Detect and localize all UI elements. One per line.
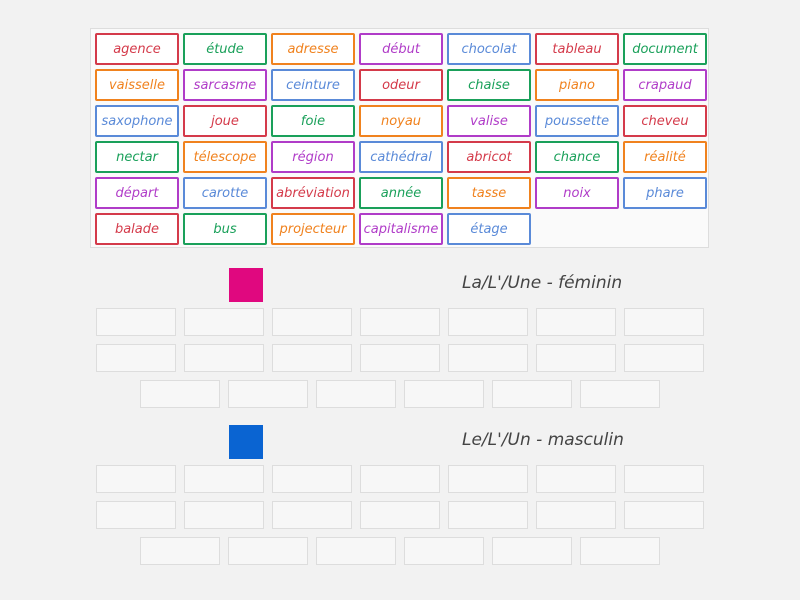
drop-slot[interactable] — [360, 501, 440, 529]
word-tile[interactable]: bus — [183, 213, 267, 245]
drop-slot[interactable] — [184, 344, 264, 372]
word-tile[interactable]: document — [623, 33, 707, 65]
drop-slot[interactable] — [448, 344, 528, 372]
word-tile[interactable]: chance — [535, 141, 619, 173]
word-tile[interactable]: balade — [95, 213, 179, 245]
drop-slot[interactable] — [448, 308, 528, 336]
word-tile[interactable]: départ — [95, 177, 179, 209]
drop-slot[interactable] — [96, 465, 176, 493]
drop-slot[interactable] — [360, 308, 440, 336]
drop-slot[interactable] — [96, 344, 176, 372]
word-tile[interactable]: télescope — [183, 141, 267, 173]
word-tile[interactable]: piano — [535, 69, 619, 101]
group-title: Le/L'/Un - masculin — [462, 430, 624, 450]
word-tile[interactable]: odeur — [359, 69, 443, 101]
word-tile[interactable]: cheveu — [623, 105, 707, 137]
word-tile[interactable]: tableau — [535, 33, 619, 65]
drop-slot[interactable] — [184, 308, 264, 336]
group-title: La/L'/Une - féminin — [462, 273, 623, 293]
drop-slot[interactable] — [624, 344, 704, 372]
drop-slot[interactable] — [272, 308, 352, 336]
drop-slot[interactable] — [360, 465, 440, 493]
drop-slot[interactable] — [404, 537, 484, 565]
drop-slot[interactable] — [404, 380, 484, 408]
word-tile[interactable]: ceinture — [271, 69, 355, 101]
drop-slot[interactable] — [316, 537, 396, 565]
word-tile[interactable]: valise — [447, 105, 531, 137]
word-tile[interactable]: poussette — [535, 105, 619, 137]
word-tile[interactable]: réalité — [623, 141, 707, 173]
drop-slot[interactable] — [448, 465, 528, 493]
word-board: agence étude adresse début chocolat tableau do… — [90, 28, 709, 248]
drop-slot[interactable] — [536, 501, 616, 529]
word-tile[interactable]: sarcasme — [183, 69, 267, 101]
drop-slot[interactable] — [492, 537, 572, 565]
word-tile[interactable]: adresse — [271, 33, 355, 65]
word-tile[interactable]: saxophone — [95, 105, 179, 137]
drop-slot[interactable] — [184, 501, 264, 529]
word-tile[interactable]: cathédral — [359, 141, 443, 173]
drop-slot[interactable] — [96, 501, 176, 529]
word-tile[interactable]: carotte — [183, 177, 267, 209]
drop-slot[interactable] — [140, 537, 220, 565]
drop-slot[interactable] — [536, 344, 616, 372]
word-tile[interactable]: nectar — [95, 141, 179, 173]
drop-slot[interactable] — [316, 380, 396, 408]
word-tile[interactable]: chaise — [447, 69, 531, 101]
word-tile[interactable]: noyau — [359, 105, 443, 137]
word-tile[interactable]: capitalisme — [359, 213, 443, 245]
word-tile[interactable]: tasse — [447, 177, 531, 209]
word-tile[interactable]: noix — [535, 177, 619, 209]
word-tile[interactable]: année — [359, 177, 443, 209]
group-color — [229, 268, 263, 302]
drop-slot[interactable] — [624, 465, 704, 493]
word-tile[interactable]: joue — [183, 105, 267, 137]
word-tile[interactable]: étude — [183, 33, 267, 65]
drop-slot[interactable] — [580, 380, 660, 408]
drop-slot[interactable] — [228, 537, 308, 565]
word-tile[interactable]: agence — [95, 33, 179, 65]
word-tile[interactable]: foie — [271, 105, 355, 137]
word-tile[interactable]: abréviation — [271, 177, 355, 209]
group-color — [229, 425, 263, 459]
drop-slot[interactable] — [272, 465, 352, 493]
drop-slot[interactable] — [580, 537, 660, 565]
word-tile[interactable]: phare — [623, 177, 707, 209]
word-tile[interactable]: projecteur — [271, 213, 355, 245]
drop-slot[interactable] — [536, 465, 616, 493]
word-tile[interactable]: vaisselle — [95, 69, 179, 101]
drop-slot[interactable] — [184, 465, 264, 493]
word-tile[interactable]: étage — [447, 213, 531, 245]
word-tile[interactable]: chocolat — [447, 33, 531, 65]
drop-slot[interactable] — [624, 501, 704, 529]
drop-slot[interactable] — [360, 344, 440, 372]
drop-slot[interactable] — [272, 344, 352, 372]
drop-slot[interactable] — [492, 380, 572, 408]
word-tile[interactable]: région — [271, 141, 355, 173]
drop-slot[interactable] — [96, 308, 176, 336]
drop-slot[interactable] — [448, 501, 528, 529]
word-tile[interactable]: début — [359, 33, 443, 65]
word-tile[interactable]: abricot — [447, 141, 531, 173]
drop-slot[interactable] — [536, 308, 616, 336]
drop-slot[interactable] — [228, 380, 308, 408]
drop-slot[interactable] — [272, 501, 352, 529]
drop-slot[interactable] — [624, 308, 704, 336]
drop-slot[interactable] — [140, 380, 220, 408]
word-tile[interactable]: crapaud — [623, 69, 707, 101]
